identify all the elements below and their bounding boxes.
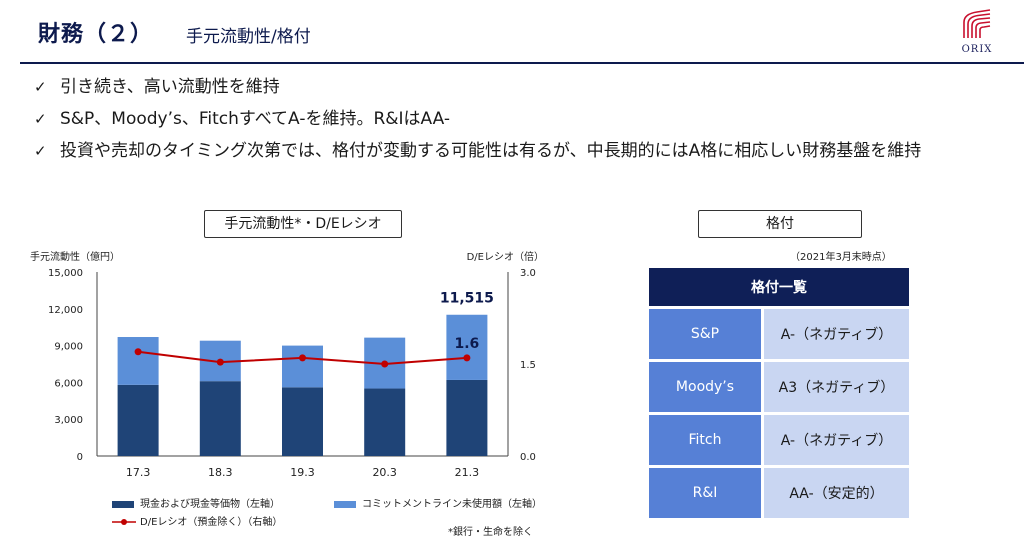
rating-table-header: 格付一覧 [649, 268, 909, 306]
rating-grade: A-（ネガティブ） [764, 309, 909, 359]
slide-subtitle: 手元流動性/格付 [186, 27, 311, 47]
orix-logo: ORIX [956, 8, 998, 60]
bullet-item: ✓ 引き続き、高い流動性を維持 [34, 77, 280, 97]
check-icon: ✓ [34, 78, 47, 96]
legend-swatch-commitment [334, 500, 356, 508]
rating-agency: Fitch [649, 415, 764, 465]
legend-swatch-cash [112, 500, 134, 508]
table-row: Fitch A-（ネガティブ） [649, 415, 909, 465]
x-tick-label: 17.3 [126, 466, 151, 479]
x-tick-label: 19.3 [290, 466, 315, 479]
de-ratio-point [216, 358, 224, 366]
bar-cash [199, 381, 241, 456]
x-tick-label: 18.3 [208, 466, 233, 479]
rating-grade: A3（ネガティブ） [764, 362, 909, 412]
y2-tick-label: 3.0 [520, 268, 536, 279]
bar-cash [117, 384, 159, 456]
check-icon: ✓ [34, 110, 47, 128]
de-ratio-data-label: 1.6 [454, 336, 479, 352]
rating-agency: R&I [649, 468, 764, 518]
y-tick-label: 9,000 [54, 342, 83, 353]
de-ratio-point [299, 354, 306, 362]
bullet-item: ✓ 投資や売却のタイミング次第では、格付が変動する可能性は有るが、中長期的にはA格… [34, 141, 922, 161]
rating-grade: A-（ネガティブ） [764, 415, 909, 465]
bar-cash [446, 379, 488, 456]
de-ratio-point [381, 360, 389, 368]
legend-item-commitment: コミットメントライン未使用額（左軸） [334, 495, 542, 510]
bar-cash [364, 388, 406, 456]
table-row: S&P A-（ネガティブ） [649, 309, 909, 359]
legend-line-de-ratio [112, 519, 136, 525]
check-icon: ✓ [34, 142, 47, 160]
bar-commitment [117, 337, 159, 385]
x-tick-label: 20.3 [372, 466, 397, 479]
rating-as-of-date: （2021年3月末時点） [790, 252, 892, 263]
slide-header: 財務（２） 手元流動性/格付 ORIX [0, 0, 1024, 68]
y-tick-label: 3,000 [54, 415, 83, 426]
bar-cash [282, 387, 323, 456]
footnote: *銀行・生命を除く [448, 527, 533, 538]
orix-logo-icon [963, 9, 991, 38]
y2-axis-title: D/Eレシオ（倍） [467, 250, 544, 263]
de-ratio-point [463, 354, 471, 362]
total-data-label: 11,515 [440, 291, 494, 307]
table-row: Moody’s A3（ネガティブ） [649, 362, 909, 412]
table-row: R&I AA-（安定的） [649, 468, 909, 518]
chart-section-label: 手元流動性*・D/Eレシオ [204, 210, 402, 238]
rating-grade: AA-（安定的） [764, 468, 909, 518]
bullet-item: ✓ S&P、Moody’s、FitchすべてA-を維持。R&IはAA- [34, 109, 451, 129]
bullet-list: ✓ 引き続き、高い流動性を維持 ✓ S&P、Moody’s、FitchすべてA-を維… [34, 76, 1004, 172]
header-rule [20, 62, 1024, 64]
y-tick-label: 6,000 [54, 378, 83, 389]
logo-text: ORIX [961, 44, 993, 55]
rating-agency: S&P [649, 309, 764, 359]
liquidity-chart: 手元流動性（億円） D/Eレシオ（倍） 0 3,000 6,000 9,000 12,000… [30, 250, 544, 479]
rating-agency: Moody’s [649, 362, 764, 412]
x-tick-label: 21.3 [455, 466, 480, 479]
bar-commitment [446, 314, 488, 380]
legend-item-de-ratio: D/Eレシオ（預金除く）（右軸） [112, 513, 282, 528]
y2-tick-label: 1.5 [520, 360, 536, 371]
legend-item-cash: 現金および現金等価物（左軸） [112, 495, 280, 510]
rating-section-label: 格付 [698, 210, 862, 238]
y-tick-label: 12,000 [48, 305, 83, 316]
rating-table: 格付一覧 S&P A-（ネガティブ） Moody’s A3（ネガティブ） Fitch… [649, 265, 909, 521]
slide-title: 財務（２） [38, 22, 154, 47]
y2-tick-label: 0.0 [520, 452, 536, 463]
y-tick-label: 0 [77, 452, 83, 463]
bar-commitment [282, 345, 323, 388]
de-ratio-point [134, 348, 142, 356]
y-tick-label: 15,000 [48, 268, 83, 279]
y-axis-title: 手元流動性（億円） [30, 250, 120, 263]
